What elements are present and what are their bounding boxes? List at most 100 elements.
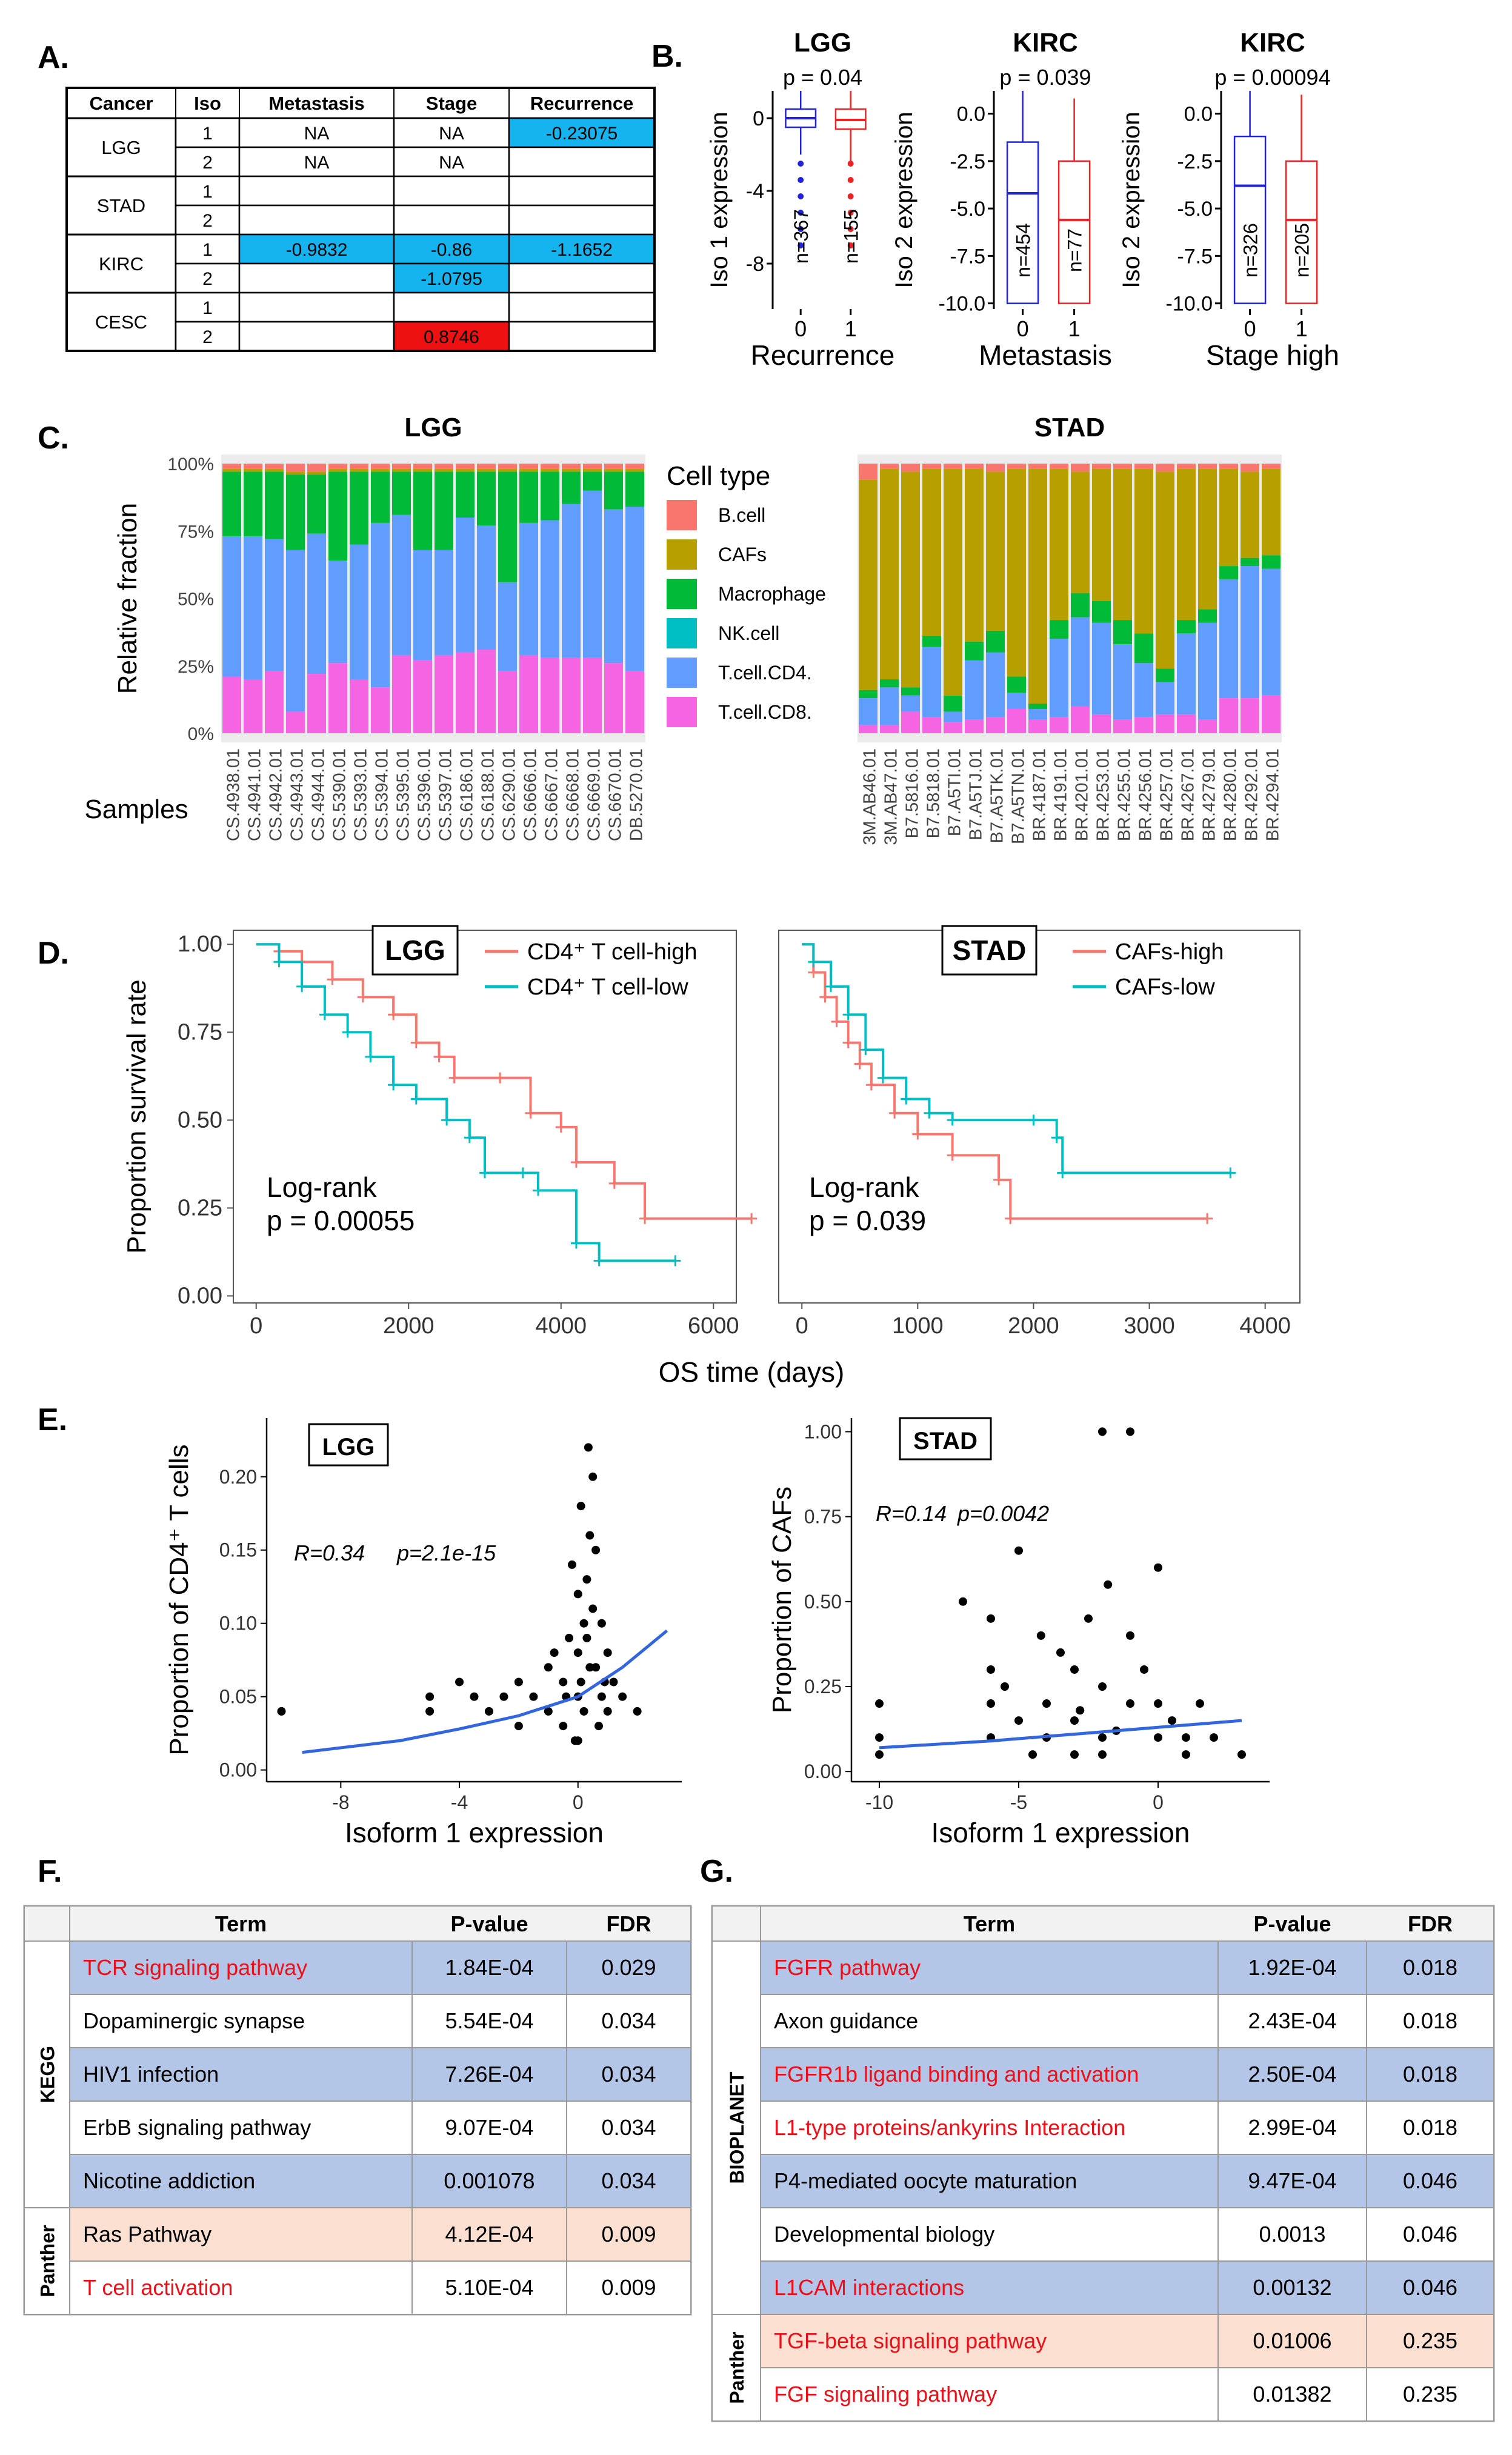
scatter-point: [1056, 1648, 1065, 1657]
stacked-bar-segment: [1050, 468, 1068, 621]
stacked-bar-segment: [392, 464, 411, 469]
stacked-bar-segment: [1219, 468, 1238, 567]
stacked-bar-segment: [986, 630, 1005, 653]
fdr-cell: 0.034: [601, 2008, 656, 2033]
scatter-point: [1098, 1427, 1107, 1436]
scatter-point: [470, 1692, 479, 1701]
stacked-bar-segment: [859, 725, 878, 733]
sample-label: CS.5395.01: [394, 748, 413, 841]
scatter-point: [585, 1531, 594, 1540]
stacked-bar-segment: [562, 464, 581, 469]
stacked-bar-segment: [583, 468, 602, 472]
stacked-bar-segment: [922, 468, 941, 636]
table-a-value: 1: [202, 298, 213, 318]
sample-label: BR.4256.01: [1136, 748, 1156, 841]
censor-mark: [464, 1132, 475, 1144]
table-a-value: NA: [304, 153, 330, 173]
fdr-cell: 0.046: [1403, 2275, 1457, 2300]
censor-mark: [808, 956, 819, 968]
stacked-bar-segment: [1219, 464, 1238, 469]
scatter-point: [1014, 1546, 1023, 1555]
censor-mark: [639, 1213, 651, 1224]
table-a-value: -1.1652: [551, 240, 613, 260]
x-axis-label: Isoform 1 expression: [931, 1817, 1190, 1848]
stacked-bar-segment: [583, 464, 602, 469]
stacked-bar-segment: [922, 636, 941, 647]
stacked-bar-segment: [392, 655, 411, 733]
table-row: [760, 2314, 1494, 2368]
censor-mark: [433, 1051, 445, 1062]
pvalue-cell: 1.92E-04: [1248, 1955, 1336, 1980]
stacked-bar-segment: [1241, 566, 1259, 699]
scatter-point: [1001, 1682, 1009, 1691]
pvalue-cell: 5.10E-04: [445, 2275, 533, 2300]
group-cell: [711, 2314, 761, 2422]
sample-label: BR.4187.01: [1030, 748, 1050, 841]
x-tick-label: 0: [250, 1313, 262, 1339]
panel-label: F.: [38, 1854, 62, 1889]
stacked-bar-segment: [222, 471, 241, 537]
scatter-point: [529, 1692, 538, 1701]
y-tick-label: 0.25: [804, 1676, 842, 1697]
stacked-bar-segment: [350, 544, 368, 679]
stacked-bar-segment: [604, 468, 623, 472]
scatter-point: [1098, 1750, 1107, 1759]
stacked-bar-segment: [1241, 698, 1259, 733]
stacked-bar-segment: [901, 711, 920, 733]
stacked-bar-segment: [519, 471, 538, 523]
outlier-point: [798, 161, 804, 167]
stacked-bar-segment: [435, 468, 453, 472]
stacked-bar-segment: [413, 550, 432, 661]
survival-title: STAD: [953, 934, 1027, 966]
group-label: Panther: [726, 2331, 748, 2403]
stacked-bar-segment: [222, 536, 241, 677]
stacked-bar-segment: [583, 490, 602, 658]
table-a-value: 1: [202, 124, 213, 144]
censor-mark: [912, 1128, 924, 1140]
stacked-bar-segment: [965, 464, 984, 469]
y-tick-label: 0.0: [957, 103, 985, 126]
stacked-bar-segment: [222, 468, 241, 472]
legend-swatch: [667, 697, 697, 727]
scatter-point: [1036, 1631, 1045, 1640]
sample-label: BR.4255.01: [1115, 748, 1134, 841]
stacked-bar-segment: [1219, 579, 1238, 699]
stacked-bar-segment: [1007, 708, 1026, 733]
stacked-bar-segment: [1028, 708, 1047, 720]
table-row: [760, 2154, 1494, 2208]
survival-curve: [802, 943, 1231, 1174]
pvalue-cell: 2.43E-04: [1248, 2008, 1336, 2033]
scatter-point: [1154, 1699, 1162, 1708]
censor-mark: [525, 1107, 536, 1119]
censor-mark: [842, 1009, 854, 1021]
table-a-cancer: KIRC: [99, 253, 144, 275]
censor-mark: [819, 991, 831, 1003]
fdr-cell: 0.046: [1403, 2222, 1457, 2247]
scatter-point: [455, 1677, 464, 1687]
trend-line: [302, 1629, 668, 1754]
correlation-p: p=2.1e-15: [396, 1541, 496, 1565]
legend-label: B.cell: [718, 504, 765, 526]
x-tick-label: 0: [794, 316, 807, 341]
table-a-cell: [393, 204, 510, 236]
scatter-point: [1237, 1750, 1246, 1759]
table-a-cell: [393, 262, 510, 294]
term-cell: Dopaminergic synapse: [83, 2008, 305, 2033]
stacked-bar-segment: [1241, 471, 1259, 558]
stacked-bar-segment: [1071, 706, 1090, 733]
scatter-point: [1182, 1750, 1190, 1759]
y-tick-label: 0.00: [804, 1760, 842, 1782]
stacked-bar-segment: [901, 464, 920, 472]
stacked-bar-segment: [477, 525, 496, 650]
group-label: Panther: [37, 2225, 59, 2297]
term-cell: FGFR1b ligand binding and activation: [774, 2062, 1139, 2087]
x-tick-label: 2000: [383, 1313, 435, 1339]
table-a-cell: [508, 262, 656, 294]
table-a-header-cell: Metastasis: [268, 93, 365, 114]
table-row: [69, 2260, 691, 2315]
title-box: [899, 1417, 992, 1461]
legend-label: NK.cell: [718, 622, 779, 644]
boxplot-pvalue: p = 0.039: [999, 65, 1091, 90]
group-cell: [711, 1940, 761, 2315]
fdr-cell: 0.034: [601, 2168, 656, 2193]
